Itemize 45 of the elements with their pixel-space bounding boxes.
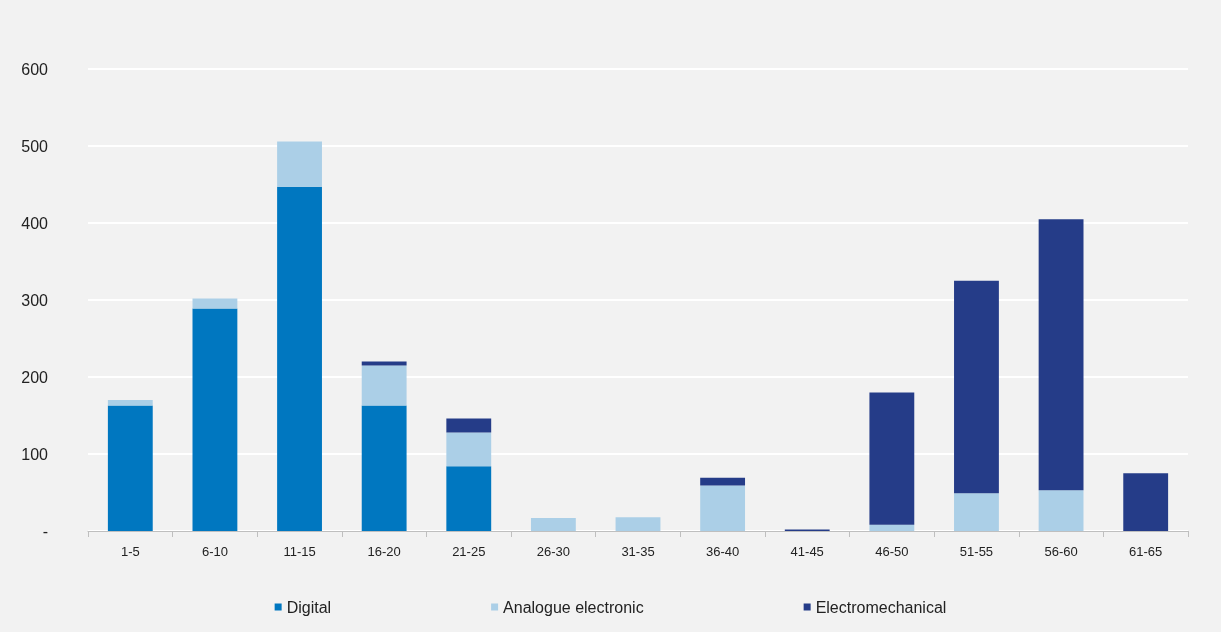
bar xyxy=(1038,219,1084,491)
bar xyxy=(446,432,492,467)
bar xyxy=(1038,490,1084,531)
x-tick-label: 26-30 xyxy=(536,544,571,559)
x-tick-label: 61-65 xyxy=(1129,544,1163,559)
bar xyxy=(700,477,746,486)
x-tick-label: 21-25 xyxy=(452,544,486,559)
bar xyxy=(277,141,322,187)
x-tick-label: 6-10 xyxy=(201,544,228,559)
bar xyxy=(1123,473,1169,531)
x-tick-label: 31-35 xyxy=(621,544,655,559)
x-tick-label: 36-40 xyxy=(705,544,740,559)
y-tick-label: 300 xyxy=(21,291,49,309)
x-tick-label: 41-45 xyxy=(790,544,824,559)
y-tick-label: 200 xyxy=(21,368,49,386)
bar xyxy=(361,365,407,406)
bar xyxy=(615,517,661,531)
x-tick-label: 16-20 xyxy=(367,544,401,559)
bar xyxy=(530,517,576,531)
y-tick-label: 600 xyxy=(21,60,49,78)
x-tick-label: 11-15 xyxy=(283,544,316,559)
x-tick-label: 1-5 xyxy=(120,544,140,559)
legend-label: Digital xyxy=(286,598,332,616)
x-tick-label: 56-60 xyxy=(1044,544,1078,559)
bar xyxy=(192,308,238,531)
bar xyxy=(869,392,915,525)
bar xyxy=(446,466,492,531)
y-tick-label: 500 xyxy=(21,137,49,155)
bar xyxy=(277,186,322,531)
bar xyxy=(954,280,999,494)
bar xyxy=(361,405,407,531)
bar xyxy=(954,493,999,531)
x-tick-label: 46-50 xyxy=(875,544,909,559)
y-tick-label: 100 xyxy=(21,445,49,463)
bar xyxy=(700,485,746,531)
x-tick-label: 51-55 xyxy=(959,544,994,559)
y-tick-label: - xyxy=(42,522,48,540)
legend-label: Electromechanical xyxy=(815,598,947,616)
bar xyxy=(446,418,492,433)
legend-label: Analogue electronic xyxy=(503,598,644,616)
y-tick-label: 400 xyxy=(21,214,49,232)
bar xyxy=(869,524,915,531)
bar xyxy=(192,298,238,309)
bar xyxy=(107,405,153,531)
bar xyxy=(107,400,153,406)
